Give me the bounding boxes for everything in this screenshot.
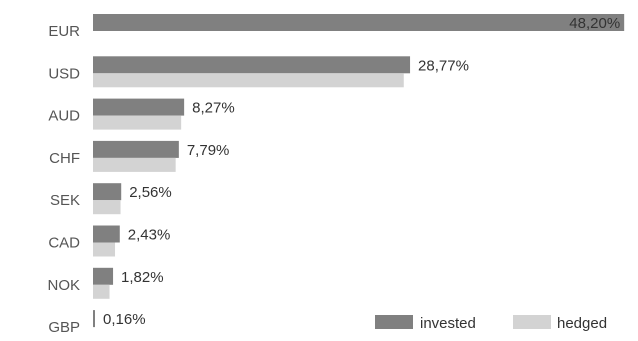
- labels-layer: EUR 48,20% USD 28,77% AUD 8,27% CHF 7,79% SEK 2,5…: [47, 15, 620, 336]
- value-label-cad: 2,43%: [128, 227, 171, 244]
- bar-invested-nok: [93, 267, 114, 285]
- category-label-cad: CAD: [48, 235, 80, 252]
- bar-hedged-aud: [93, 115, 182, 130]
- legend-label-hedged: hedged: [557, 315, 607, 332]
- bars-layer: [93, 14, 625, 328]
- bar-invested-gbp: [93, 310, 95, 328]
- bar-invested-sek: [93, 183, 122, 201]
- bar-invested-chf: [93, 140, 179, 158]
- bar-invested-usd: [93, 56, 411, 74]
- value-label-chf: 7,79%: [187, 142, 230, 159]
- value-label-nok: 1,82%: [121, 269, 164, 286]
- legend-swatch-invested: [375, 315, 413, 329]
- bar-hedged-nok: [93, 284, 110, 299]
- bar-hedged-sek: [93, 200, 121, 215]
- category-label-chf: CHF: [49, 150, 80, 167]
- bar-hedged-cad: [93, 242, 116, 257]
- legend-label-invested: invested: [420, 315, 476, 332]
- value-label-usd: 28,77%: [418, 57, 469, 74]
- bar-invested-aud: [93, 98, 185, 116]
- category-label-gbp: GBP: [48, 319, 80, 336]
- bar-invested-cad: [93, 225, 120, 243]
- bar-hedged-usd: [93, 73, 404, 88]
- bar-invested-eur: [93, 14, 625, 31]
- value-label-gbp: 0,16%: [103, 311, 146, 328]
- value-label-sek: 2,56%: [129, 184, 172, 201]
- category-label-nok: NOK: [47, 277, 80, 294]
- category-label-usd: USD: [48, 65, 80, 82]
- category-label-sek: SEK: [50, 192, 80, 209]
- category-label-eur: EUR: [48, 23, 80, 40]
- category-label-aud: AUD: [48, 108, 80, 125]
- legend-swatch-hedged: [513, 315, 551, 329]
- value-label-eur: 48,20%: [569, 15, 620, 32]
- legend: invested hedged: [375, 315, 607, 332]
- value-label-aud: 8,27%: [192, 100, 235, 117]
- bar-hedged-chf: [93, 157, 176, 172]
